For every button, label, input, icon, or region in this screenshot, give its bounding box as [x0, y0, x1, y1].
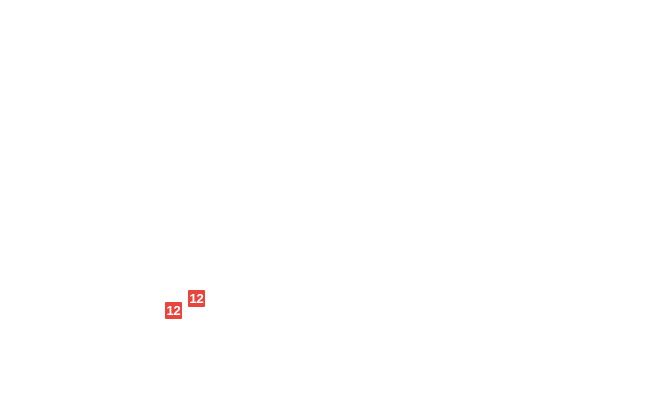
count-badge-lower[interactable]: 12 [165, 302, 182, 319]
count-badge-upper[interactable]: 12 [188, 290, 205, 307]
